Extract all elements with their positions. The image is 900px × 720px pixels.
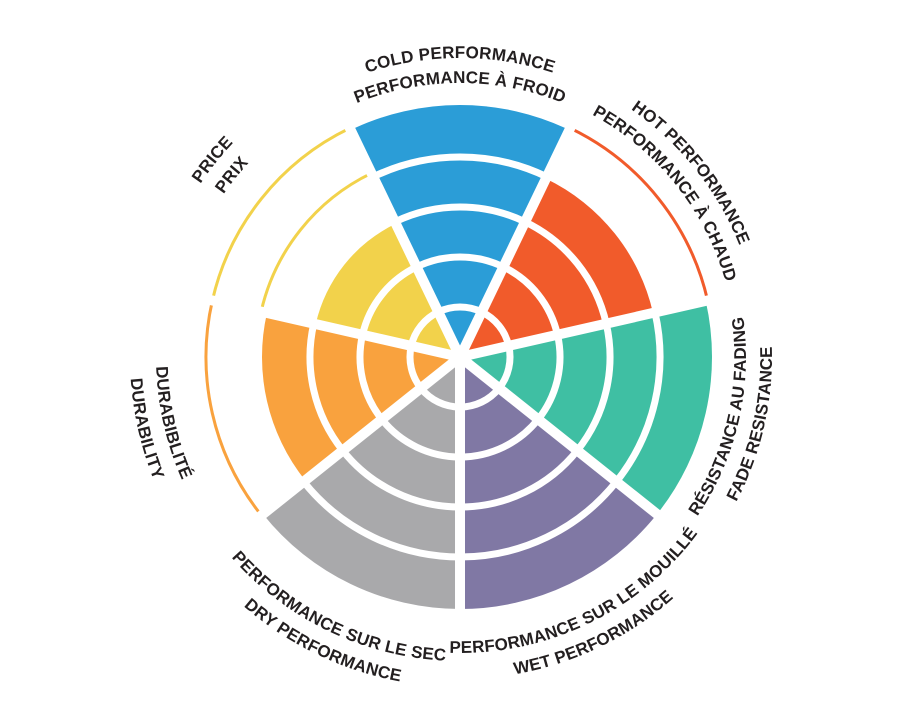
segment-fade-wedge (460, 300, 712, 515)
sector-separator (340, 116, 465, 360)
segment-wet-level-divider (459, 448, 581, 511)
segment-dry-level-divider (300, 479, 461, 561)
segment-cold-label-text-fr: PERFORMANCE À FROID (351, 68, 568, 107)
sector-separator (456, 353, 670, 526)
segment-durability-unfilled-level-arc (204, 300, 263, 517)
segment-dry-level-divider (339, 448, 461, 511)
segment-hot-label-text-en: HOT PERFORMANCE (629, 97, 754, 247)
segment-wet-level-divider (459, 417, 541, 461)
segment-durability-level-divider (356, 333, 385, 422)
sector-separator (201, 293, 462, 362)
segment-cold-level-divider (371, 153, 549, 180)
segment-hot-level-divider (523, 218, 610, 325)
segment-price-unfilled-level-arc (259, 171, 373, 312)
segment-cold-level-divider (415, 253, 505, 271)
segment-cold-label-fr: PERFORMANCE À FROID (351, 68, 568, 107)
segment-dry-level-divider (379, 417, 461, 461)
segment-hot-level-divider (501, 263, 561, 336)
sector-separator (458, 293, 719, 362)
segment-fade-level-divider (535, 333, 564, 422)
segment-price-unfilled-level-arc (210, 126, 351, 301)
segment-wet-level-divider (459, 479, 620, 561)
segment-fade-level-divider (574, 322, 614, 453)
segment-hot-unfilled-level-arc (569, 126, 710, 301)
segment-fade-level-divider (613, 311, 664, 484)
unfilled-level-arcs (204, 126, 710, 517)
segment-durability-level-divider (306, 322, 346, 453)
sector-separator (455, 116, 580, 360)
segment-hot-label-en: HOT PERFORMANCE (629, 97, 754, 247)
segment-price-level-divider (359, 263, 419, 336)
sector-separator (250, 353, 464, 526)
sector-wedges (261, 105, 712, 609)
segment-cold-level-divider (393, 203, 527, 226)
segment-dry-wedge (262, 357, 460, 609)
sector-separators (201, 116, 719, 622)
segment-wet-wedge (460, 357, 658, 609)
